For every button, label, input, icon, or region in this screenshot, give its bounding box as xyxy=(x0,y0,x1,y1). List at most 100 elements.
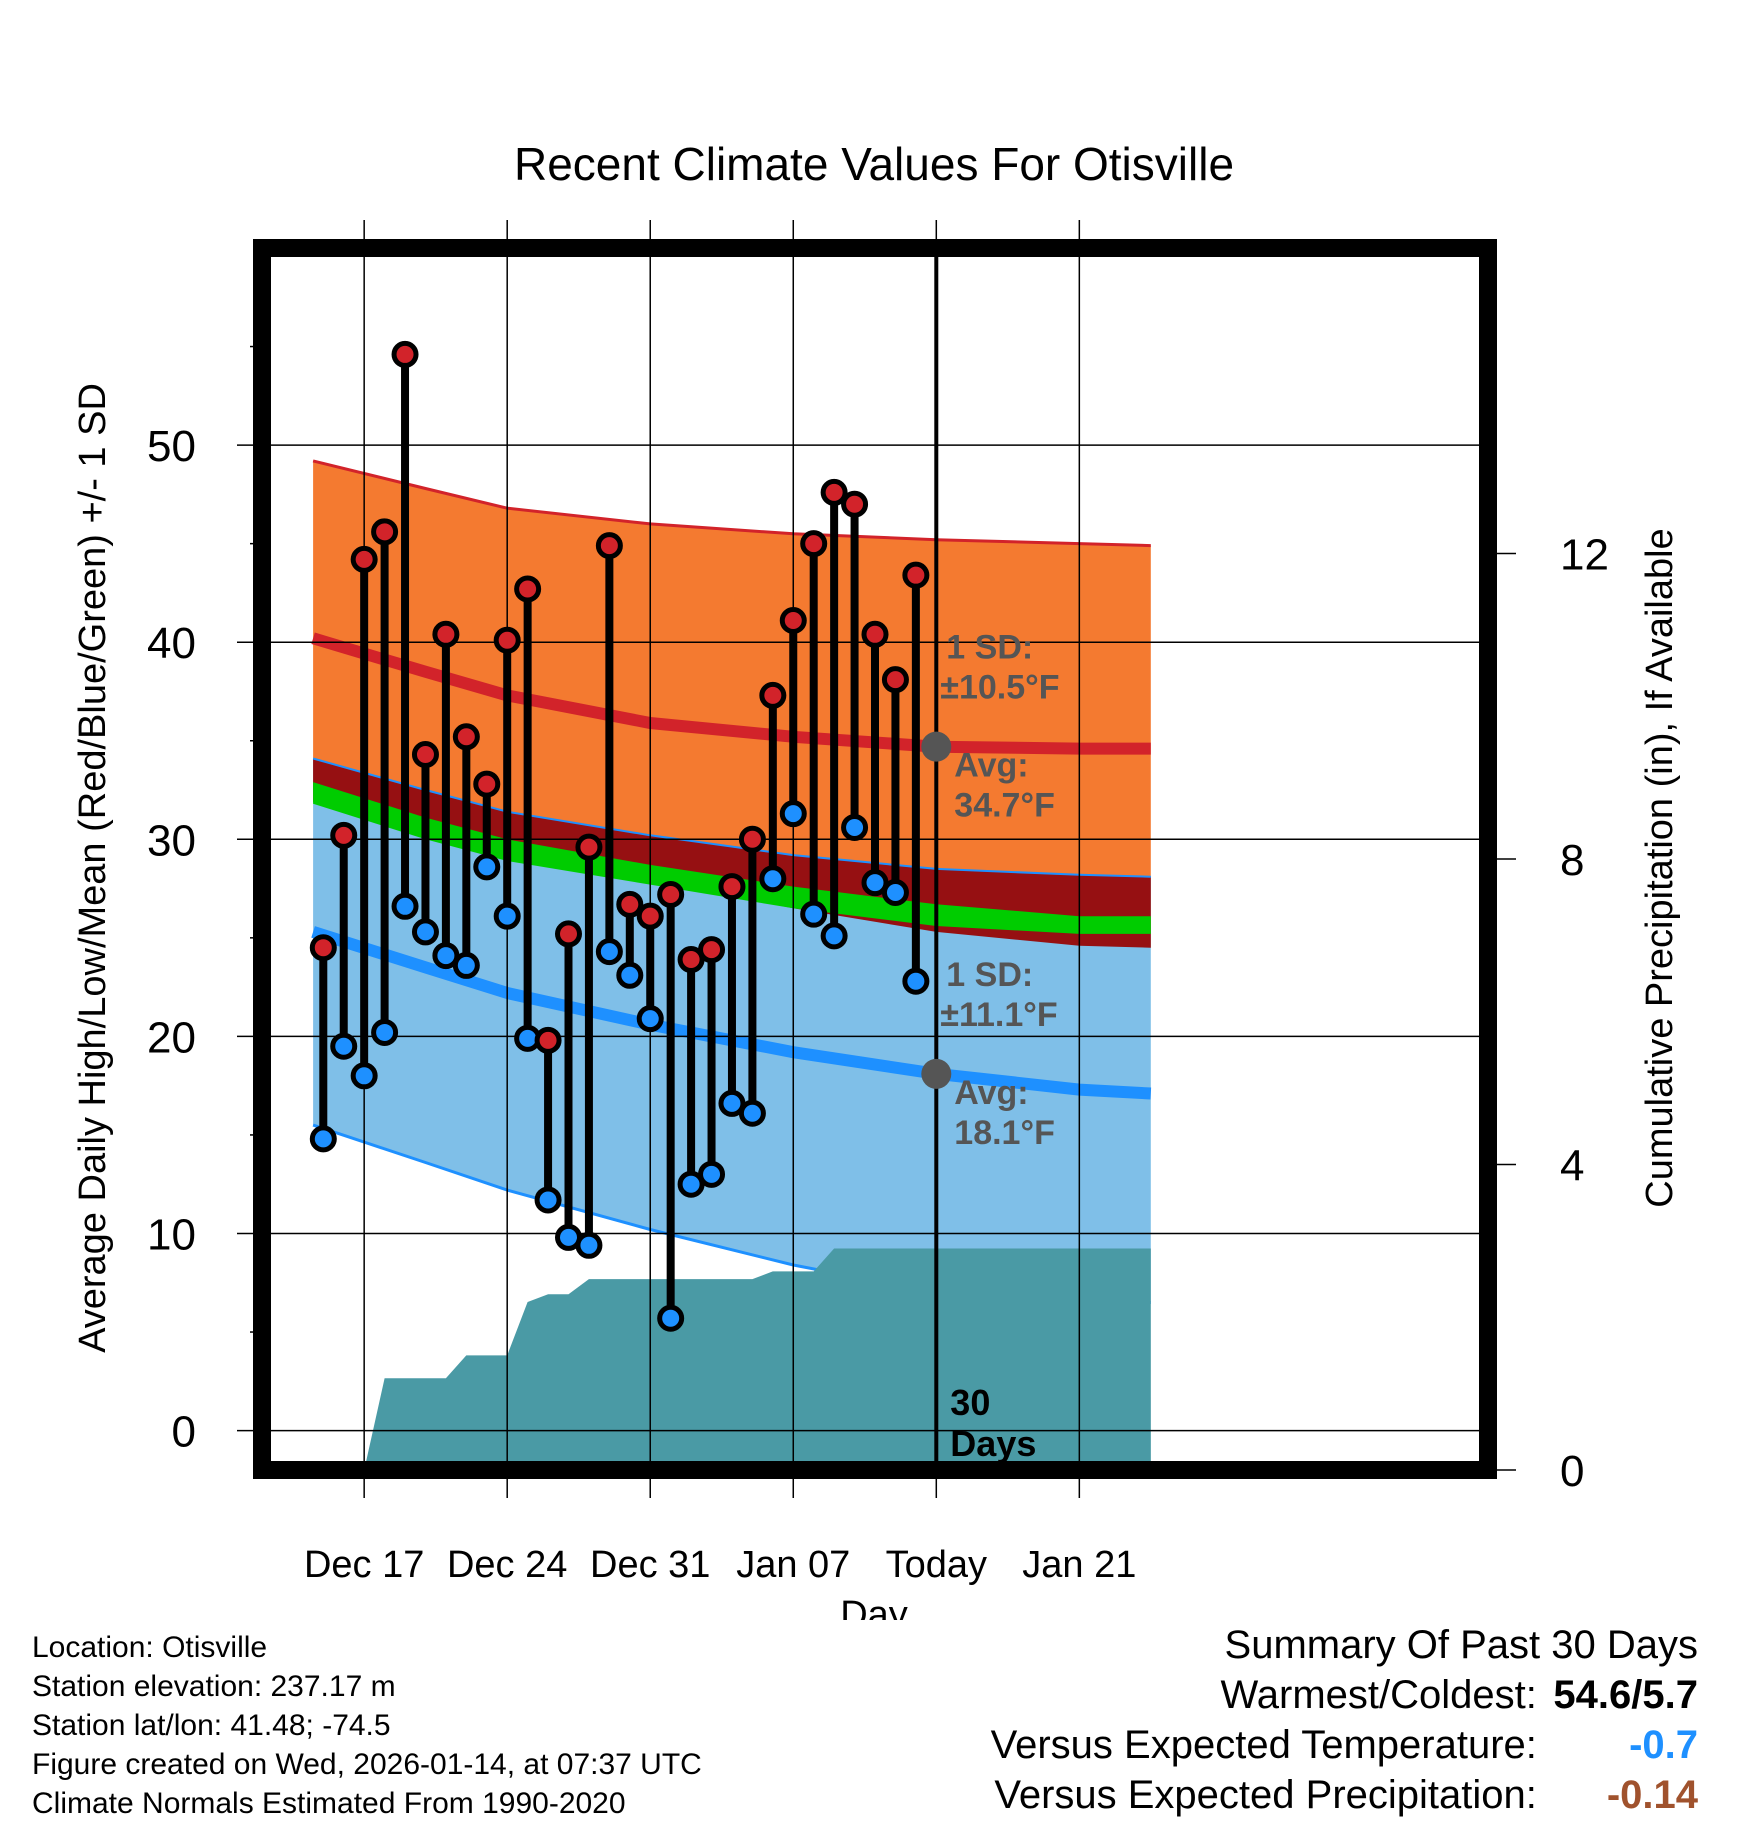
daily-high-point xyxy=(738,825,766,853)
daily-low-point xyxy=(759,865,787,893)
daily-low-point xyxy=(861,869,889,897)
period-number: 30 xyxy=(950,1382,990,1423)
daily-low-point xyxy=(718,1089,746,1117)
daily-high-point xyxy=(411,741,439,769)
y-axis-label: Average Daily High/Low/Mean (Red/Blue/Gr… xyxy=(72,383,114,1353)
low-sd-value: ±11.1°F xyxy=(940,996,1057,1034)
y-tick-label: 20 xyxy=(147,1013,196,1062)
x-axis-label: Day xyxy=(840,1594,908,1620)
created-text: Figure created on Wed, 2026-01-14, at 07… xyxy=(32,1748,702,1781)
daily-low-point xyxy=(902,967,930,995)
daily-high-point xyxy=(595,532,623,560)
daily-high-point xyxy=(330,821,358,849)
summary-precip-row: Versus Expected Precipitation: -0.14 xyxy=(798,1770,1698,1820)
high-avg-marker xyxy=(921,731,952,762)
daily-low-point xyxy=(575,1231,603,1259)
x-tick-label: Jan 07 xyxy=(736,1544,850,1586)
daily-low-point xyxy=(881,879,909,907)
daily-low-point xyxy=(677,1170,705,1198)
low-avg-line xyxy=(311,926,1152,1100)
daily-low-point xyxy=(391,892,419,920)
summary-panel: Summary Of Past 30 Days Warmest/Coldest:… xyxy=(798,1620,1698,1820)
daily-high-point xyxy=(616,890,644,918)
y-tick-label: 40 xyxy=(147,619,196,668)
latlon-text: Station lat/lon: 41.48; -74.5 xyxy=(32,1709,391,1742)
daily-high-point xyxy=(902,561,930,589)
daily-high-point xyxy=(881,666,909,694)
daily-high-point xyxy=(473,770,501,798)
daily-low-point xyxy=(800,900,828,928)
low-avg-marker xyxy=(921,1058,952,1089)
y2-tick-label: 0 xyxy=(1560,1447,1584,1496)
elevation-text: Station elevation: 237.17 m xyxy=(32,1670,396,1703)
daily-high-point xyxy=(779,607,807,635)
x-tick-label: Dec 24 xyxy=(447,1544,567,1586)
daily-low-point xyxy=(493,902,521,930)
low-avg-value: 18.1°F xyxy=(954,1114,1055,1152)
daily-high-point xyxy=(657,880,685,908)
y-tick-label: 0 xyxy=(172,1408,196,1457)
daily-high-point xyxy=(820,478,848,506)
warm-label: Warmest/Coldest: xyxy=(1220,1673,1537,1717)
daily-high-point xyxy=(391,340,419,368)
daily-high-point xyxy=(309,934,337,962)
plot-frame xyxy=(253,239,1497,1479)
warm-value: 54.6/5.7 xyxy=(1553,1673,1698,1717)
precip-label: Versus Expected Precipitation: xyxy=(994,1773,1537,1817)
daily-low-point xyxy=(330,1032,358,1060)
daily-low-point xyxy=(820,922,848,950)
daily-low-point xyxy=(350,1062,378,1090)
high-avg-label: Avg: xyxy=(954,747,1028,785)
daily-high-point xyxy=(575,833,603,861)
daily-low-point xyxy=(452,951,480,979)
temp-label: Versus Expected Temperature: xyxy=(990,1723,1537,1767)
daily-high-point xyxy=(698,936,726,964)
daily-low-point xyxy=(636,1005,664,1033)
chart-title: Recent Climate Values For Otisville xyxy=(514,138,1234,190)
daily-low-point xyxy=(841,813,869,841)
daily-high-point xyxy=(555,920,582,948)
band-overlap xyxy=(313,758,1151,948)
daily-high-point xyxy=(636,902,664,930)
daily-high-point xyxy=(350,545,378,573)
precip-area xyxy=(262,1248,1151,1470)
daily-high-point xyxy=(800,530,828,558)
daily-low-point xyxy=(657,1304,685,1332)
daily-low-point xyxy=(779,800,807,828)
summary-temp-row: Versus Expected Temperature: -0.7 xyxy=(798,1720,1698,1770)
daily-high-point xyxy=(759,681,787,709)
normals-text: Climate Normals Estimated From 1990-2020 xyxy=(32,1787,626,1820)
y2-tick-label: 12 xyxy=(1560,531,1609,580)
low-upper-line xyxy=(312,757,1151,878)
daily-low-point xyxy=(371,1018,399,1046)
temp-value: -0.7 xyxy=(1629,1723,1698,1767)
daily-high-point xyxy=(841,490,869,518)
y-tick-label: 10 xyxy=(147,1210,196,1259)
daily-high-point xyxy=(371,518,399,546)
daily-low-point xyxy=(411,918,439,946)
daily-low-point xyxy=(473,853,501,881)
x-tick-label: Today xyxy=(886,1544,987,1586)
period-unit: Days xyxy=(950,1423,1036,1464)
y2-tick-label: 4 xyxy=(1560,1142,1584,1191)
y2-axis-label: Cumulative Precipitation (in), If Availa… xyxy=(1639,528,1681,1207)
daily-high-point xyxy=(493,626,521,654)
daily-low-point xyxy=(738,1099,766,1127)
mean-band xyxy=(313,782,1151,934)
daily-low-point xyxy=(616,961,644,989)
precip-value: -0.14 xyxy=(1606,1773,1698,1817)
high-avg-value: 34.7°F xyxy=(954,787,1055,825)
x-tick-label: Dec 17 xyxy=(304,1544,424,1586)
daily-high-point xyxy=(861,620,889,648)
daily-low-point xyxy=(534,1186,562,1214)
daily-low-point xyxy=(698,1160,726,1188)
daily-high-point xyxy=(718,873,746,901)
station-metadata: Location: Otisville Station elevation: 2… xyxy=(32,1628,702,1823)
high-sd-label: 1 SD: xyxy=(946,629,1033,667)
y2-tick-label: 8 xyxy=(1560,836,1584,885)
high-sd-value: ±10.5°F xyxy=(940,669,1059,707)
climate-chart: Recent Climate Values For Otisville 1 SD… xyxy=(72,138,1681,1620)
daily-high-point xyxy=(514,575,542,603)
daily-low-point xyxy=(309,1125,337,1153)
daily-low-point xyxy=(432,942,460,970)
